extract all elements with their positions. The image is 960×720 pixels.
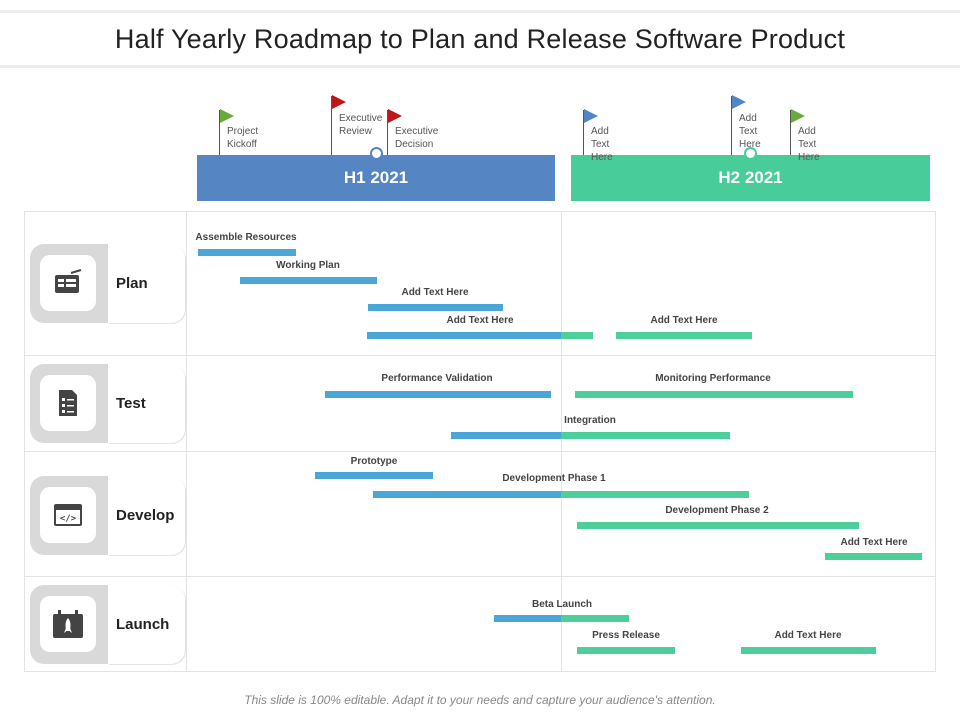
task-label: Development Phase 2 — [665, 505, 769, 516]
task-label: Add Text Here — [774, 630, 842, 641]
task-label: Working Plan — [276, 260, 340, 271]
task-label: Integration — [564, 415, 616, 426]
task-bar — [451, 432, 730, 439]
task-label: Development Phase 1 — [502, 473, 606, 484]
blueprint-icon — [40, 255, 96, 311]
milestone-label: Executive Decision — [395, 126, 439, 150]
task-bar — [825, 553, 922, 560]
task-bar — [367, 332, 593, 339]
checklist-document-icon — [40, 375, 96, 431]
row-divider — [24, 451, 936, 452]
page-title: Half Yearly Roadmap to Plan and Release … — [114, 23, 846, 54]
task-label: Assemble Resources — [195, 232, 297, 243]
task-label: Monitoring Performance — [655, 373, 771, 384]
task-label: Performance Validation — [381, 373, 493, 384]
task-label: Prototype — [350, 456, 398, 467]
row-divider — [24, 576, 936, 577]
task-bar — [373, 491, 749, 498]
half-year-divider — [561, 211, 562, 672]
row-label-develop: </> Develop — [30, 476, 185, 555]
row-label-text: Test — [116, 395, 146, 412]
roadmap-grid — [24, 211, 936, 672]
task-bar — [368, 304, 503, 311]
row-label-plan: Plan — [30, 244, 185, 323]
flag-icon — [220, 109, 234, 123]
task-label: Beta Launch — [531, 599, 593, 610]
row-label-text: Launch — [116, 616, 170, 633]
milestone-label: Add Text Here — [798, 126, 820, 163]
code-window-icon: </> — [40, 487, 96, 543]
milestone-dot — [370, 147, 383, 160]
milestone-dot — [744, 147, 757, 160]
task-bar — [240, 277, 377, 284]
task-bar — [741, 647, 876, 654]
svg-text:</>: </> — [60, 514, 77, 524]
milestone-label: Project Kickoff — [227, 126, 259, 150]
task-bar — [575, 391, 853, 398]
row-divider — [24, 355, 936, 356]
task-bar — [198, 249, 296, 256]
flag-icon — [584, 109, 598, 123]
task-bar — [325, 391, 551, 398]
rocket-calendar-icon — [40, 596, 96, 652]
h1-band: H1 2021 — [197, 155, 555, 201]
task-label: Add Text Here — [650, 315, 718, 326]
flag-icon — [388, 109, 402, 123]
milestone-label: Executive Review — [339, 113, 383, 137]
label-column-divider — [186, 211, 187, 672]
row-label-text: Develop — [116, 507, 175, 524]
milestone-label: Add Text Here — [591, 126, 613, 163]
title-band: Half Yearly Roadmap to Plan and Release … — [0, 10, 960, 68]
h1-label: H1 2021 — [343, 168, 409, 187]
task-bar — [577, 522, 859, 529]
footer-note: This slide is 100% editable. Adapt it to… — [244, 693, 716, 707]
task-label: Add Text Here — [401, 287, 469, 298]
task-label: Add Text Here — [446, 315, 514, 326]
row-label-test: Test — [30, 364, 185, 443]
flag-icon — [732, 95, 746, 109]
flag-icon — [791, 109, 805, 123]
row-label-text: Plan — [116, 275, 148, 292]
task-bar — [494, 615, 629, 622]
task-label: Add Text Here — [840, 537, 908, 548]
milestone-label: Add Text Here — [739, 113, 761, 150]
task-bar — [616, 332, 752, 339]
row-label-launch: Launch — [30, 585, 185, 664]
task-label: Press Release — [592, 630, 660, 641]
h2-band: H2 2021 — [571, 155, 930, 201]
task-bar — [315, 472, 433, 479]
task-bar — [577, 647, 675, 654]
h2-label: H2 2021 — [718, 168, 783, 187]
flag-icon — [332, 95, 346, 109]
